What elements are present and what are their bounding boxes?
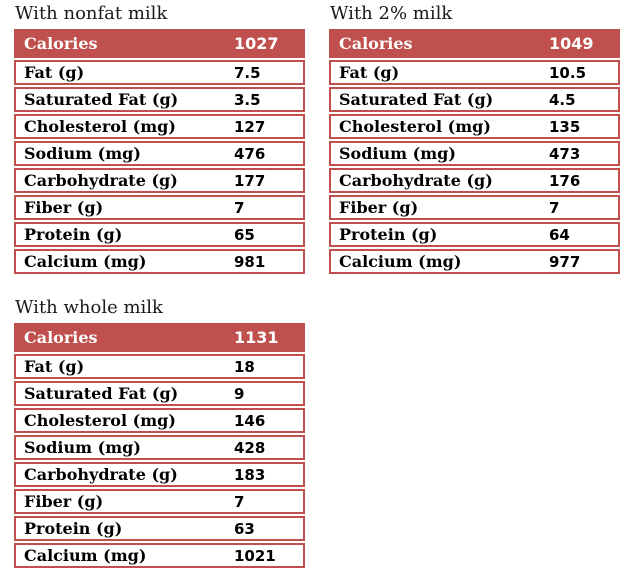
row-label: Fiber (g) <box>24 198 104 217</box>
table-row: Calcium (mg) 977 <box>329 249 620 274</box>
row-label: Saturated Fat (g) <box>339 90 494 109</box>
table-row: Protein (g) 65 <box>14 222 305 247</box>
row-value: 18 <box>234 357 255 376</box>
row-label: Calcium (mg) <box>24 252 147 271</box>
table-row: Cholesterol (mg) 135 <box>329 114 620 139</box>
table-row: Fiber (g) 7 <box>14 489 305 514</box>
row-value: 3.5 <box>234 90 261 109</box>
table-row: Protein (g) 63 <box>14 516 305 541</box>
header-label: Calories <box>24 328 98 347</box>
row-label: Fiber (g) <box>339 198 419 217</box>
row-value: 977 <box>549 252 581 271</box>
table-row: Fiber (g) 7 <box>14 195 305 220</box>
row-value: 135 <box>549 117 581 136</box>
row-value: 65 <box>234 225 255 244</box>
row-value: 63 <box>234 519 255 538</box>
row-label: Fiber (g) <box>24 492 104 511</box>
table-row: Cholesterol (mg) 127 <box>14 114 305 139</box>
table-title: With 2% milk <box>330 3 453 24</box>
table-body: Fat (g) 10.5 Saturated Fat (g) 4.5 Cholester… <box>329 60 620 274</box>
header-value: 1027 <box>234 34 279 53</box>
table-row: Sodium (mg) 473 <box>329 141 620 166</box>
table-row: Fiber (g) 7 <box>329 195 620 220</box>
row-label: Protein (g) <box>24 519 123 538</box>
row-value: 64 <box>549 225 570 244</box>
row-label: Sodium (mg) <box>339 144 456 163</box>
nutrition-table-2pct-milk: With 2% milk Calories 1049 Fat (g) 10.5 Sa… <box>329 3 620 274</box>
table-row: Fat (g) 7.5 <box>14 60 305 85</box>
row-value: 428 <box>234 438 266 457</box>
table-row: Sodium (mg) 476 <box>14 141 305 166</box>
nutrition-table-nonfat-milk: With nonfat milk Calories 1027 Fat (g) 7.… <box>14 3 305 274</box>
table-row: Sodium (mg) 428 <box>14 435 305 460</box>
table-title: With whole milk <box>15 297 163 318</box>
table-row: Cholesterol (mg) 146 <box>14 408 305 433</box>
table-row: Saturated Fat (g) 3.5 <box>14 87 305 112</box>
row-value: 1021 <box>234 546 276 565</box>
header-label: Calories <box>339 34 413 53</box>
row-label: Cholesterol (mg) <box>24 411 176 430</box>
row-label: Saturated Fat (g) <box>24 90 179 109</box>
row-label: Saturated Fat (g) <box>24 384 179 403</box>
row-label: Carbohydrate (g) <box>24 465 178 484</box>
table-header-row: Calories 1131 <box>14 323 305 352</box>
nutrition-table: Calories 1027 Fat (g) 7.5 Saturated Fat (g… <box>14 29 305 274</box>
row-label: Carbohydrate (g) <box>339 171 493 190</box>
row-value: 7 <box>234 198 245 217</box>
header-label: Calories <box>24 34 98 53</box>
table-row: Calcium (mg) 981 <box>14 249 305 274</box>
table-row: Calcium (mg) 1021 <box>14 543 305 568</box>
row-value: 473 <box>549 144 581 163</box>
nutrition-table-whole-milk: With whole milk Calories 1131 Fat (g) 18 S… <box>14 297 305 568</box>
header-value: 1049 <box>549 34 594 53</box>
nutrition-table: Calories 1131 Fat (g) 18 Saturated Fat (g)… <box>14 323 305 568</box>
row-label: Calcium (mg) <box>24 546 147 565</box>
table-row: Protein (g) 64 <box>329 222 620 247</box>
row-label: Cholesterol (mg) <box>24 117 176 136</box>
row-value: 9 <box>234 384 245 403</box>
row-label: Protein (g) <box>339 225 438 244</box>
row-value: 183 <box>234 465 266 484</box>
table-row: Saturated Fat (g) 4.5 <box>329 87 620 112</box>
row-value: 4.5 <box>549 90 576 109</box>
row-value: 10.5 <box>549 63 587 82</box>
row-value: 7 <box>549 198 560 217</box>
table-body: Fat (g) 7.5 Saturated Fat (g) 3.5 Cholestero… <box>14 60 305 274</box>
table-body: Fat (g) 18 Saturated Fat (g) 9 Cholesterol (… <box>14 354 305 568</box>
table-row: Fat (g) 10.5 <box>329 60 620 85</box>
row-label: Cholesterol (mg) <box>339 117 491 136</box>
row-label: Fat (g) <box>339 63 400 82</box>
row-value: 7.5 <box>234 63 261 82</box>
table-title: With nonfat milk <box>15 3 168 24</box>
row-value: 176 <box>549 171 581 190</box>
table-row: Carbohydrate (g) 183 <box>14 462 305 487</box>
row-label: Calcium (mg) <box>339 252 462 271</box>
table-row: Fat (g) 18 <box>14 354 305 379</box>
row-label: Fat (g) <box>24 63 85 82</box>
table-header-row: Calories 1049 <box>329 29 620 58</box>
row-value: 981 <box>234 252 266 271</box>
table-row: Carbohydrate (g) 176 <box>329 168 620 193</box>
table-header-row: Calories 1027 <box>14 29 305 58</box>
row-value: 7 <box>234 492 245 511</box>
row-label: Fat (g) <box>24 357 85 376</box>
table-row: Saturated Fat (g) 9 <box>14 381 305 406</box>
row-label: Sodium (mg) <box>24 438 141 457</box>
row-value: 127 <box>234 117 266 136</box>
row-label: Sodium (mg) <box>24 144 141 163</box>
row-value: 177 <box>234 171 266 190</box>
row-value: 146 <box>234 411 266 430</box>
row-label: Protein (g) <box>24 225 123 244</box>
row-label: Carbohydrate (g) <box>24 171 178 190</box>
table-row: Carbohydrate (g) 177 <box>14 168 305 193</box>
header-value: 1131 <box>234 328 279 347</box>
row-value: 476 <box>234 144 266 163</box>
nutrition-table: Calories 1049 Fat (g) 10.5 Saturated Fat (… <box>329 29 620 274</box>
